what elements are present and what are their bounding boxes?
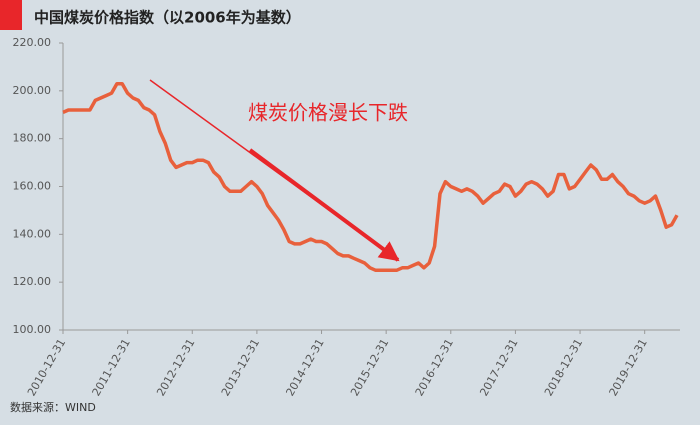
- y-tick-label: 120.00: [13, 275, 52, 288]
- chart-title: 中国煤炭价格指数（以2006年为基数）: [34, 9, 301, 27]
- y-tick-label: 140.00: [13, 227, 52, 240]
- x-tick-label: 2010-12-31: [25, 337, 68, 399]
- x-tick-label: 2017-12-31: [477, 337, 520, 399]
- line: [62, 81, 679, 272]
- y-tick-label: 200.00: [13, 84, 52, 97]
- x-tick-label: 2011-12-31: [90, 337, 133, 399]
- x-tick-label: 2016-12-31: [413, 336, 456, 398]
- arrow-head: [248, 148, 400, 262]
- x-tick-label: 2015-12-31: [348, 337, 391, 399]
- x-tick-label: 2012-12-31: [154, 337, 197, 399]
- y-tick-label: 220.00: [13, 36, 52, 49]
- y-tick-label: 100.00: [13, 323, 52, 336]
- y-tick-label: 180.00: [13, 132, 52, 145]
- annotation: 煤炭价格漫长下跌: [248, 101, 408, 125]
- x-tick-label: 2018-12-31: [542, 337, 585, 399]
- x-tick-label: 2019-12-31: [607, 337, 650, 399]
- x-tick-label: 2014-12-31: [283, 337, 326, 399]
- source: 数据来源：WIND: [10, 400, 96, 414]
- y-tick-label: 160.00: [13, 180, 52, 193]
- x-tick-label: 2013-12-31: [219, 337, 262, 399]
- title-marker: [0, 0, 22, 30]
